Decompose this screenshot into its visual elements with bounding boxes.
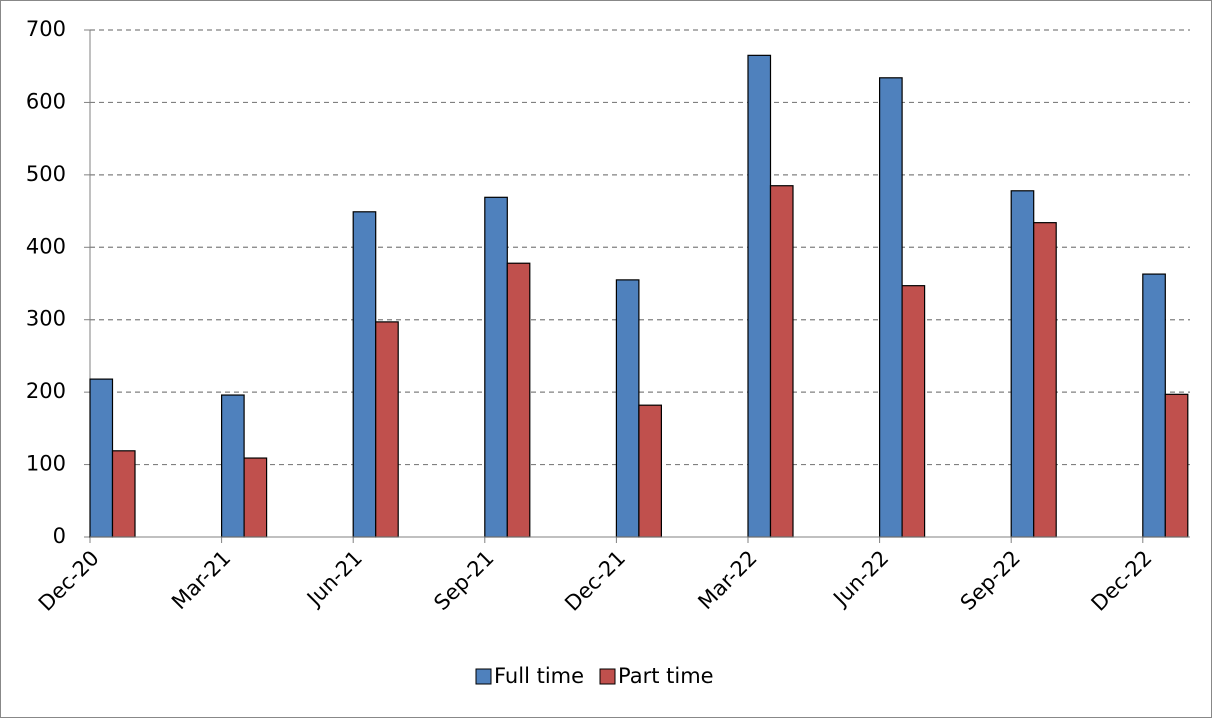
y-tick-label: 500 [26,162,66,186]
bar [375,321,399,538]
bar [901,285,926,538]
bar [243,457,268,538]
bar [878,77,903,538]
bar [1142,273,1166,538]
y-tick-label: 700 [26,17,66,41]
y-tick-label: 400 [26,234,66,258]
y-tick-label: 0 [53,524,66,548]
bar [89,378,114,538]
y-tick-label: 200 [26,379,66,403]
bar [638,404,663,538]
bar [615,279,640,538]
legend-label: Full time [494,664,584,688]
bar [1010,190,1035,538]
bar [111,450,136,538]
bar [506,262,531,538]
bar [221,394,245,538]
legend-swatch [599,668,616,685]
bar [1164,393,1189,538]
bar [1033,222,1057,538]
legend-label: Part time [618,664,714,688]
y-tick-label: 300 [26,307,66,331]
bar [747,54,772,538]
y-tick-label: 100 [26,452,66,476]
y-tick-label: 600 [26,89,66,113]
bar [484,196,508,538]
bar [769,185,794,538]
bar [352,211,377,538]
legend-swatch [475,668,492,685]
